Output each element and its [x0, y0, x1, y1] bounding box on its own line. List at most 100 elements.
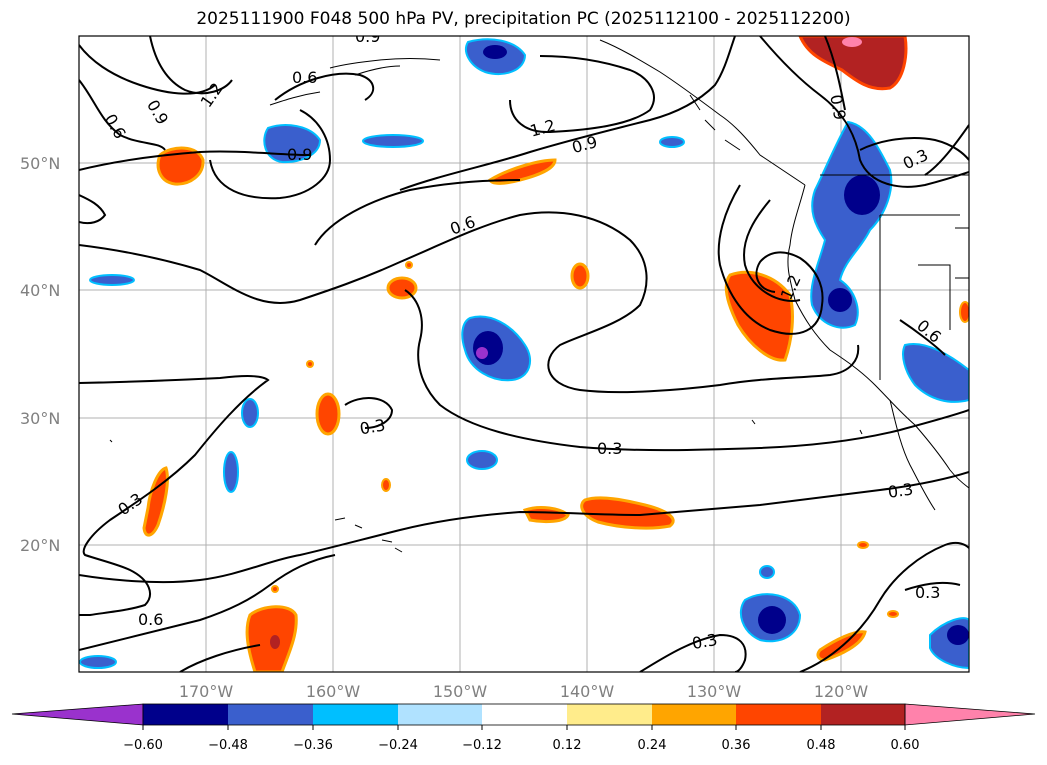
precip-positive-patch [959, 301, 969, 323]
pv-contour [399, 36, 736, 191]
pv-contour [759, 36, 969, 188]
precip-negative-core [473, 331, 503, 365]
lat-label: 40°N [20, 281, 60, 300]
pv-contour [799, 541, 969, 672]
colorbar: −0.60 −0.48 −0.36 −0.24 −0.12 0.12 0.24 … [11, 703, 1036, 753]
pv-contour [79, 554, 336, 651]
precip-positive-patch [315, 392, 341, 436]
precip-positive-patch [522, 506, 570, 524]
colorbar-segment [821, 704, 905, 725]
precip-positive-patch [798, 36, 908, 91]
precip-negative-patch [223, 451, 239, 493]
pv-contour [509, 55, 655, 134]
pv-contour [79, 79, 166, 151]
contour-label: 0.6 [292, 68, 317, 87]
colorbar-tick-label: 0.24 [638, 738, 667, 753]
precip-positive-patch [156, 146, 205, 186]
precip-negative-core [476, 347, 488, 359]
colorbar-tick-label: 0.12 [553, 738, 582, 753]
colorbar-frame [142, 703, 906, 726]
contour-label: 0.3 [690, 630, 718, 653]
precip-negative-core [947, 625, 969, 645]
colorbar-segment [567, 704, 652, 725]
pv-contour [717, 184, 824, 335]
longitude-labels: 170°W 160°W 150°W 140°W 130°W 120°W [179, 682, 869, 701]
colorbar-segment [482, 704, 567, 725]
colorbar-tick-label: 0.48 [807, 738, 836, 753]
colorbar-tick-label: −0.48 [208, 738, 248, 753]
precip-negative-patch [263, 124, 322, 164]
map-title: 2025111900 F048 500 hPa PV, precipitatio… [196, 9, 851, 29]
contour-label: 0.3 [597, 439, 622, 458]
pv-contour [79, 211, 860, 394]
lon-label: 120°W [814, 682, 869, 701]
lon-label: 140°W [560, 682, 615, 701]
pv-contour [79, 194, 107, 225]
precip-positive-patch [887, 610, 899, 618]
lat-label: 20°N [20, 536, 60, 555]
precip-positive-patch [488, 158, 557, 185]
contour-label: 0.9 [287, 145, 312, 164]
contour-label: 0.9 [826, 93, 849, 121]
pv-contour [149, 36, 233, 95]
lat-label: 30°N [20, 409, 60, 428]
precip-negative-patch [902, 343, 969, 403]
precip-negative-core [758, 606, 786, 634]
precip-positive-core [270, 635, 280, 649]
precip-positive-patch [724, 270, 794, 362]
lon-label: 130°W [687, 682, 742, 701]
pv-contour [179, 644, 261, 672]
colorbar-segment [313, 704, 398, 725]
pv-contour [209, 109, 332, 200]
colorbar-segment [398, 704, 482, 725]
precip-negative-patch [79, 655, 117, 669]
precip-positive-patch [405, 261, 413, 269]
lat-label: 50°N [20, 154, 60, 173]
precip-negative-core [483, 45, 507, 59]
pv-contour [743, 199, 801, 302]
precip-negative-patch [659, 136, 685, 148]
pv-contour [859, 137, 969, 161]
pv-contour [824, 36, 846, 111]
contour-label: 0.6 [138, 610, 163, 629]
pv-contour [404, 289, 969, 452]
contour-label: 0.3 [887, 480, 915, 502]
precip-negative-patch [241, 398, 259, 428]
colorbar-tick-label: 0.60 [891, 738, 920, 753]
pv-contour [924, 124, 969, 176]
lon-label: 160°W [306, 682, 361, 701]
pv-contour [79, 471, 969, 584]
pv-contour [344, 397, 394, 429]
colorbar-segment [736, 704, 821, 725]
precip-patches [79, 36, 969, 672]
precip-negative-core [844, 175, 880, 215]
precip-positive-patch [381, 478, 391, 492]
contour-label: 0.9 [355, 27, 380, 46]
precip-negative-patch [362, 134, 424, 148]
colorbar-tick-label: −0.24 [378, 738, 418, 753]
latitude-labels: 50°N 40°N 30°N 20°N [20, 154, 60, 555]
pv-contour [314, 179, 521, 246]
map-frame [78, 35, 970, 673]
colorbar-tick-label: −0.12 [462, 738, 502, 753]
precip-negative-patch [810, 120, 893, 329]
colorbar-segment [228, 704, 313, 725]
precip-positive-patch [570, 262, 590, 290]
pv-contour [899, 319, 946, 356]
colorbar-extend-max [904, 703, 1036, 726]
pv-contour [274, 72, 375, 101]
precip-positive-patch [580, 496, 675, 530]
contour-labels: 0.6 1.2 0.9 0.9 0.6 0.9 1.2 0.9 0.6 1.2 … [101, 27, 945, 653]
colorbar-segment [652, 704, 736, 725]
pv-contour [639, 633, 747, 672]
contour-label: 0.3 [915, 583, 940, 602]
colorbar-tick-label: −0.60 [123, 738, 163, 753]
colorbar-segment [143, 704, 228, 725]
precip-positive-patch [271, 585, 279, 593]
precip-negative-patch [759, 565, 775, 579]
pv-contour [904, 581, 961, 591]
pv-contours [79, 36, 969, 672]
precip-negative-patch [466, 450, 498, 470]
lon-label: 170°W [179, 682, 234, 701]
precip-negative-patch [89, 274, 135, 286]
